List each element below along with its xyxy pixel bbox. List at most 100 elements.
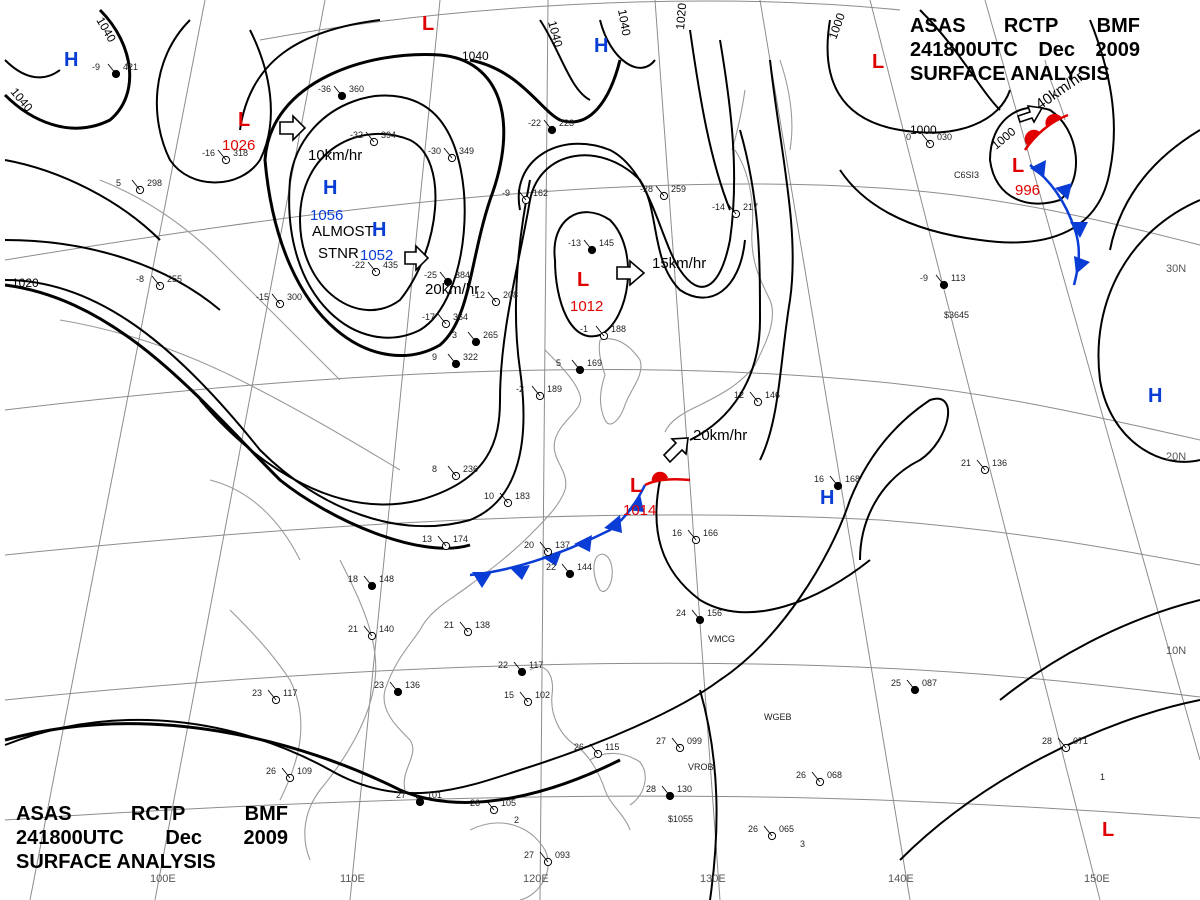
station-temperature: 10 [484, 491, 494, 501]
longitude-line [539, 0, 549, 900]
high-center-letter: H [323, 177, 337, 199]
isobar [689, 29, 731, 211]
isobar [239, 19, 381, 131]
station-pressure: 166 [703, 528, 718, 538]
station-plot: 21 140 [348, 624, 394, 641]
station-pressure: 140 [379, 624, 394, 634]
low-center-value: 1012 [570, 298, 603, 315]
cold-front-barb [542, 550, 562, 566]
station-pressure: 189 [547, 384, 562, 394]
latitude-line [4, 368, 1200, 441]
motion-label: 10km/hr [308, 147, 362, 164]
cold-front-barb [1070, 222, 1088, 238]
station-plot: 22 144 [546, 562, 592, 579]
station-pressure: 113 [951, 273, 965, 283]
station-plot: 27 099 [656, 736, 702, 753]
station-pressure: 115 [605, 742, 619, 752]
header-line-2: 241800UTC Dec 2009 [16, 826, 288, 850]
station-pressure: 255 [167, 274, 182, 284]
low-center-letter: L [577, 269, 589, 291]
wind-barb [595, 325, 605, 337]
station-pressure: 208 [503, 290, 518, 300]
coastline [664, 149, 774, 433]
isobar-label: 1040 [615, 8, 633, 37]
station-plot: 26 115 [574, 742, 619, 759]
header-agency: ASAS [910, 15, 966, 37]
wind-barb [271, 293, 281, 305]
station-temperature: -30 [428, 146, 441, 156]
coastline [229, 609, 302, 801]
station-pressure: 109 [297, 766, 312, 776]
cold-front-barb [472, 572, 492, 588]
ship-code: $1055 [668, 814, 693, 824]
wind-barb [655, 185, 665, 197]
station-plot: -9 421 [92, 62, 138, 79]
wind-barb [485, 799, 495, 811]
station-pressure: 300 [287, 292, 302, 302]
wind-barb [1057, 737, 1067, 749]
station-temperature: 27 [396, 790, 406, 800]
station-temperature: 23 [374, 680, 384, 690]
station-pressure: 421 [123, 62, 138, 72]
station-temperature: 21 [348, 624, 358, 634]
station-plot: -16 318 [202, 148, 248, 165]
station-plot: -17 364 [422, 312, 468, 329]
station-plot: 26 109 [266, 766, 312, 783]
station-pressure: 394 [381, 130, 396, 140]
station-pressure: 156 [707, 608, 722, 618]
isobar [689, 129, 762, 441]
wind-barb [107, 63, 117, 75]
isobar [288, 94, 466, 339]
wind-barb [543, 119, 553, 131]
station-pressure: 174 [453, 534, 468, 544]
station-temperature: 26 [796, 770, 806, 780]
border [209, 479, 301, 561]
high-center-letter: H [594, 35, 608, 57]
cold-front-barb [628, 494, 644, 512]
longitude-label: 130E [700, 873, 726, 885]
station-temperature: 5 [556, 358, 561, 368]
station-pressure: 259 [671, 184, 686, 194]
station-plot: 28 130 [646, 784, 692, 801]
header-station: RCTP [130, 803, 186, 825]
station-temperature: 20 [524, 540, 534, 550]
station-temperature: -8 [136, 274, 144, 284]
coastline [304, 559, 377, 861]
station-temperature: 23 [252, 688, 262, 698]
grid-labels: 100E 110E 120E 130E 140E 150E 30N 20N 10… [150, 263, 1186, 885]
station-pressure: 146 [765, 390, 780, 400]
station-plot: 26 065 [748, 824, 794, 841]
coastline [589, 752, 646, 806]
wind-barb [487, 291, 497, 303]
station-temperature: 27 [524, 850, 534, 860]
station-plot: -36 360 [318, 84, 364, 101]
ship-code: VROB [688, 762, 714, 772]
border [99, 179, 341, 381]
coastline [593, 553, 613, 592]
station-plot: -28 259 [640, 184, 686, 201]
station-pressure: 065 [779, 824, 794, 834]
fronts [469, 113, 1090, 588]
longitude-line [869, 0, 1101, 900]
cold-front-barb [604, 515, 622, 533]
station-temperature: 28 [646, 784, 656, 794]
isobar [699, 689, 718, 900]
coastlines [59, 59, 1066, 900]
wind-barb [921, 133, 931, 145]
coastline [529, 666, 631, 831]
station-pressure: 136 [405, 680, 420, 690]
coastline [383, 349, 582, 791]
wind-barb [539, 851, 549, 863]
station-pressure: 117 [529, 660, 543, 670]
extra-numeral: 1 [1100, 772, 1105, 782]
station-plot: 22 117 [498, 660, 543, 677]
motion-label: 20km/hr [693, 427, 747, 444]
pressure-centers: L 1026 H 1056 H 1052 L 1012 L 1014 L 996… [64, 13, 1162, 841]
station-plot: 16 168 [814, 474, 860, 491]
latitude-label: 10N [1166, 645, 1186, 657]
station-pressure: 360 [349, 84, 364, 94]
station-pressure: 318 [233, 148, 248, 158]
motion-label: 15km/hr [652, 255, 706, 272]
isobar [999, 599, 1200, 701]
station-plot: -14 217 [712, 202, 758, 219]
